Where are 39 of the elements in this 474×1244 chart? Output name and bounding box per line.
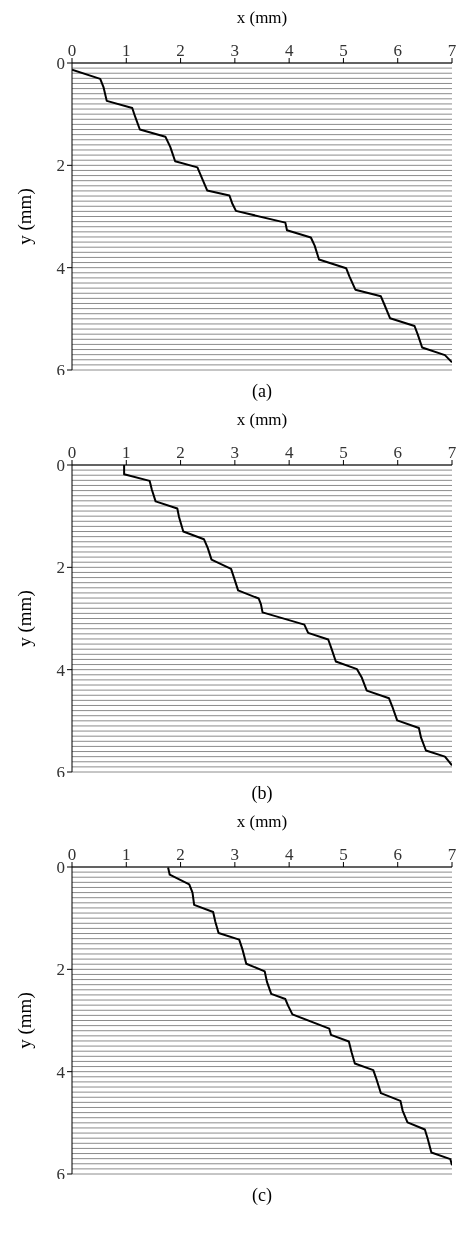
y-tick-label: 2: [56, 960, 65, 980]
x-tick-label: 7: [447, 845, 457, 864]
y-axis-title: y (mm): [13, 590, 36, 647]
x-axis-title: x (mm): [235, 410, 289, 431]
x-tick-label: 6: [393, 443, 402, 462]
y-axis-title: y (mm): [13, 992, 36, 1049]
x-tick-label: 4: [284, 41, 294, 60]
x-axis-title: x (mm): [235, 812, 289, 833]
x-tick-label: 5: [339, 41, 348, 60]
y-tick-label: 4: [56, 258, 66, 278]
x-tick-label: 2: [176, 41, 185, 60]
y-tick-label: 0: [56, 54, 65, 73]
x-tick-label: 1: [122, 41, 131, 60]
x-axis-title: x (mm): [235, 8, 289, 29]
x-tick-label: 3: [230, 41, 240, 60]
y-tick-label: 0: [56, 858, 65, 877]
x-tick-label: 7: [447, 41, 457, 60]
y-axis-title: y (mm): [13, 188, 36, 245]
x-tick-label: 1: [122, 845, 131, 864]
x-tick-label: 6: [393, 845, 402, 864]
x-tick-label: 3: [230, 845, 240, 864]
x-tick-label: 2: [176, 845, 185, 864]
y-tick-label: 2: [56, 156, 65, 176]
y-tick-label: 4: [56, 1062, 66, 1082]
y-tick-label: 4: [56, 660, 66, 680]
y-tick-label: 0: [56, 456, 65, 475]
x-tick-label: 2: [176, 443, 185, 462]
text: (b): [250, 783, 274, 804]
x-tick-label: 7: [447, 443, 457, 462]
x-tick-label: 5: [339, 443, 348, 462]
y-tick-label: 2: [56, 558, 65, 578]
x-tick-label: 6: [393, 41, 402, 60]
x-tick-label: 3: [230, 443, 240, 462]
text: (a): [251, 381, 273, 402]
x-tick-label: 1: [122, 443, 131, 462]
text: (c): [251, 1185, 273, 1206]
x-tick-label: 4: [284, 845, 294, 864]
x-tick-label: 4: [284, 443, 294, 462]
x-tick-label: 5: [339, 845, 348, 864]
